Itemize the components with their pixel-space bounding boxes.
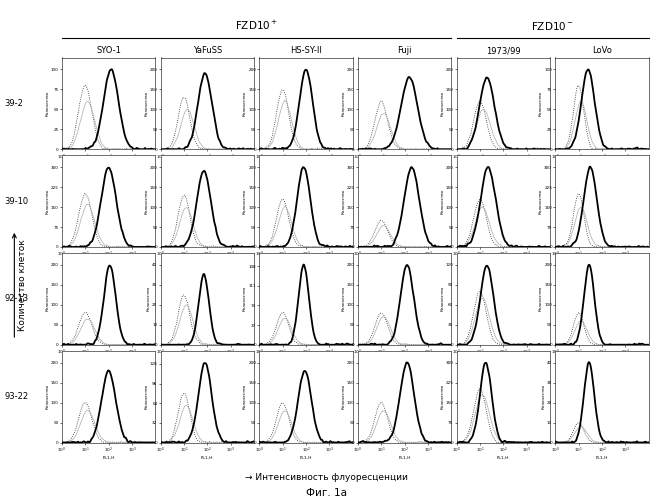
Text: FZD10$^+$: FZD10$^+$ xyxy=(235,20,278,32)
Y-axis label: Количество: Количество xyxy=(147,286,151,312)
Text: Количество клеток: Количество клеток xyxy=(18,239,27,331)
Y-axis label: Количество: Количество xyxy=(144,384,148,409)
Text: YaFuSS: YaFuSS xyxy=(193,46,222,55)
Text: LoVo: LoVo xyxy=(592,46,612,55)
Y-axis label: Количество: Количество xyxy=(243,384,247,409)
Y-axis label: Количество: Количество xyxy=(243,286,247,312)
Y-axis label: Количество: Количество xyxy=(144,188,148,214)
Y-axis label: Количество: Количество xyxy=(144,91,148,116)
X-axis label: FL1-H: FL1-H xyxy=(300,456,312,460)
X-axis label: FL1-H: FL1-H xyxy=(102,456,115,460)
Y-axis label: Количество: Количество xyxy=(440,91,444,116)
Y-axis label: Количество: Количество xyxy=(440,286,444,312)
Y-axis label: Количество: Количество xyxy=(243,91,247,116)
Y-axis label: Количество: Количество xyxy=(243,188,247,214)
Y-axis label: Количество: Количество xyxy=(46,384,50,409)
Y-axis label: Количество: Количество xyxy=(46,91,50,116)
Text: Fuji: Fuji xyxy=(398,46,412,55)
Y-axis label: Количество: Количество xyxy=(342,188,346,214)
X-axis label: FL1-H: FL1-H xyxy=(497,456,510,460)
Y-axis label: Количество: Количество xyxy=(539,188,543,214)
Y-axis label: Количество: Количество xyxy=(539,286,543,312)
Text: 39-2: 39-2 xyxy=(5,99,23,108)
Text: HS-SY-II: HS-SY-II xyxy=(290,46,322,55)
Y-axis label: Количество: Количество xyxy=(46,188,50,214)
Text: 1973/99: 1973/99 xyxy=(486,46,521,55)
Text: 39-10: 39-10 xyxy=(5,196,29,205)
Y-axis label: Количество: Количество xyxy=(440,384,444,409)
Y-axis label: Количество: Количество xyxy=(440,188,444,214)
Y-axis label: Количество: Количество xyxy=(342,384,346,409)
Text: 92-13: 92-13 xyxy=(5,294,29,304)
Text: FZD10$^-$: FZD10$^-$ xyxy=(531,20,574,32)
Text: SYO-1: SYO-1 xyxy=(96,46,121,55)
Y-axis label: Количество: Количество xyxy=(46,286,50,312)
X-axis label: FL1-H: FL1-H xyxy=(596,456,608,460)
Y-axis label: Количество: Количество xyxy=(539,91,543,116)
Text: 93-22: 93-22 xyxy=(5,392,29,401)
Y-axis label: Количество: Количество xyxy=(541,384,546,409)
X-axis label: FL1-H: FL1-H xyxy=(201,456,214,460)
Text: Фиг. 1а: Фиг. 1а xyxy=(306,488,346,498)
Y-axis label: Количество: Количество xyxy=(342,91,346,116)
X-axis label: FL1-H: FL1-H xyxy=(398,456,411,460)
Text: → Интенсивность флуоресценции: → Интенсивность флуоресценции xyxy=(244,474,408,482)
Y-axis label: Количество: Количество xyxy=(342,286,346,312)
